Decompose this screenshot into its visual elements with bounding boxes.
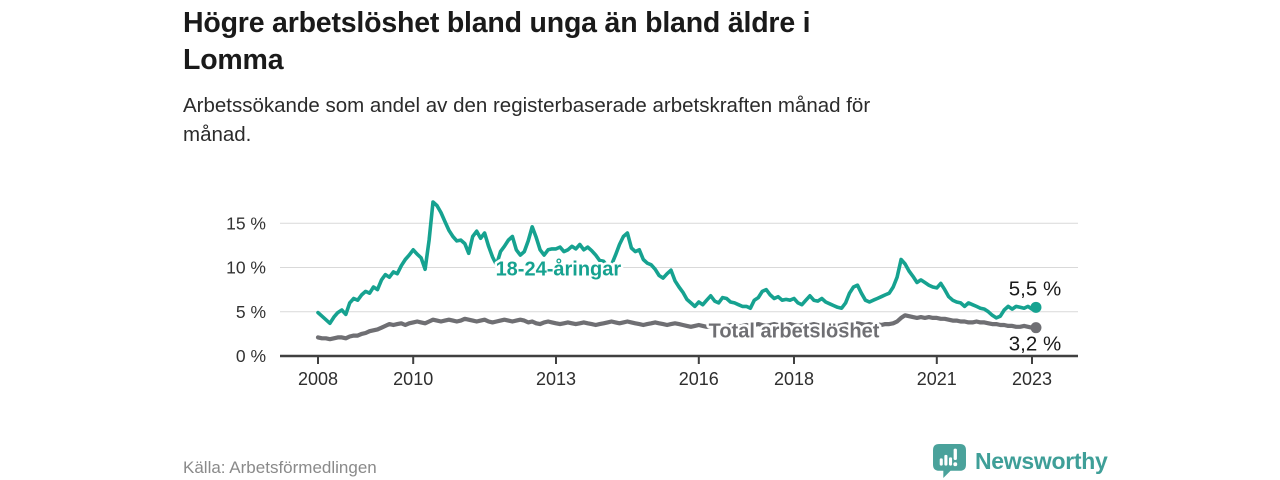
bar-chart-speech-bubble-icon bbox=[933, 444, 966, 478]
y-axis-tick-label: 15 % bbox=[226, 213, 266, 233]
x-axis-tick-label: 2016 bbox=[679, 369, 719, 389]
series-inline-label: 18-24-åringar bbox=[496, 257, 622, 280]
y-axis-tick-label: 10 % bbox=[226, 258, 266, 278]
y-axis-tick-label: 5 % bbox=[236, 302, 266, 322]
x-axis-tick-label: 2008 bbox=[298, 369, 338, 389]
page-title-line1: Högre arbetslöshet bland unga än bland ä… bbox=[183, 7, 811, 39]
series-inline-label: Total arbetslöshet bbox=[709, 320, 880, 342]
page-title: Högre arbetslöshet bland unga än bland ä… bbox=[183, 5, 811, 79]
newsworthy-logo-text: Newsworthy bbox=[975, 447, 1108, 474]
x-axis-tick-label: 2010 bbox=[393, 369, 433, 389]
series-end-value-label: 3,2 % bbox=[1009, 333, 1061, 356]
newsworthy-logo[interactable]: Newsworthy bbox=[933, 444, 1108, 478]
series-line bbox=[315, 313, 1039, 342]
source-note: Källa: Arbetsförmedlingen bbox=[183, 458, 377, 477]
series-end-dot bbox=[1030, 301, 1042, 313]
x-axis-tick-label: 2018 bbox=[774, 369, 814, 389]
chart-subtitle: Arbetssökande som andel av den registerb… bbox=[183, 92, 870, 149]
series-end-value-label: 5,5 % bbox=[1009, 277, 1061, 300]
x-axis-tick-label: 2021 bbox=[917, 369, 957, 389]
page-title-line2: Lomma bbox=[183, 44, 284, 76]
x-axis-tick-label: 2023 bbox=[1012, 369, 1052, 389]
y-axis-tick-label: 0 % bbox=[236, 346, 266, 366]
x-axis-tick-label: 2013 bbox=[536, 369, 576, 389]
chart-subtitle-line1: Arbetssökande som andel av den registerb… bbox=[183, 94, 871, 117]
chart-subtitle-line2: månad. bbox=[183, 122, 252, 146]
series-line bbox=[316, 200, 1038, 326]
series-end-dot bbox=[1030, 322, 1042, 334]
